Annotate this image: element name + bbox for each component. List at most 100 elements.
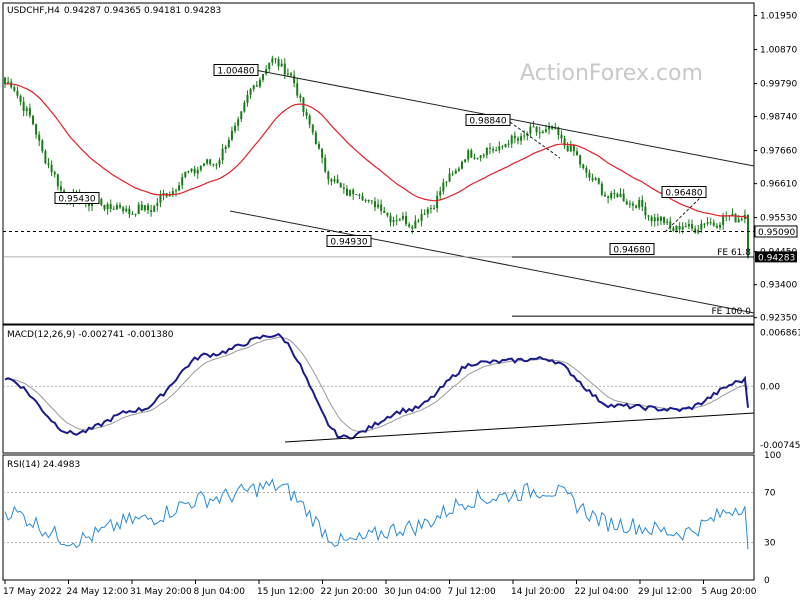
candle-body — [625, 201, 628, 205]
candle-body — [457, 168, 460, 171]
candle-body — [16, 90, 19, 96]
candle-body — [246, 94, 249, 103]
candle-body — [579, 155, 582, 165]
candle-body — [327, 171, 330, 180]
candle-body — [386, 213, 389, 216]
candle-body — [317, 144, 320, 149]
candle-body — [143, 205, 146, 211]
candle-body — [218, 160, 221, 165]
candle-body — [196, 169, 199, 174]
candle-body — [694, 228, 697, 233]
candle-body — [41, 140, 44, 152]
candle-body — [345, 188, 348, 196]
candle-body — [137, 204, 140, 215]
candle-body — [277, 59, 280, 67]
candle-body — [644, 206, 647, 216]
candle-body — [38, 134, 41, 141]
candle-body — [619, 193, 622, 198]
candle-body — [510, 135, 513, 144]
price-label: 0.98840 — [469, 117, 506, 127]
candle-body — [622, 193, 625, 202]
candle-body — [641, 199, 644, 207]
candle-body — [227, 139, 230, 147]
time-tick-label: 17 May 2022 — [3, 587, 62, 597]
candle-body — [240, 111, 243, 120]
candle-body — [258, 79, 261, 87]
price-tick-label: 0.98740 — [760, 113, 797, 123]
chart-title: USDCHF,H4 0.94287 0.94365 0.94181 0.94283 — [7, 6, 221, 16]
candle-body — [364, 199, 367, 201]
rsi-title: RSI(14) 24.4983 — [7, 460, 80, 470]
watermark: ActionForex.com — [520, 61, 703, 86]
macd-tick-label: -0.007454 — [760, 441, 800, 451]
candle-body — [706, 222, 709, 224]
candle-body — [498, 146, 501, 151]
candle-body — [237, 119, 240, 126]
macd-title: MACD(12,26,9) -0.002741 -0.001380 — [7, 330, 174, 340]
candle-body — [103, 204, 106, 210]
candle-body — [569, 144, 572, 152]
candles — [4, 55, 749, 259]
projection-dashed-line-2 — [664, 197, 701, 233]
macd-panel-frame — [2, 324, 755, 454]
candle-body — [557, 127, 560, 135]
candle-body — [187, 171, 190, 173]
candle-body — [495, 150, 498, 152]
candle-body — [202, 163, 205, 166]
candle-body — [687, 224, 690, 227]
candle-body — [703, 223, 706, 225]
candle-body — [635, 205, 638, 208]
candle-body — [271, 58, 274, 63]
candle-body — [631, 203, 634, 206]
candle-body — [184, 171, 187, 178]
candle-body — [252, 85, 255, 90]
candle-body — [190, 168, 193, 172]
candle-body — [656, 217, 659, 221]
macd-line — [4, 332, 749, 440]
price-label: 0.94930 — [330, 238, 367, 248]
candle-body — [650, 216, 653, 222]
candle-body — [56, 174, 59, 187]
candle-body — [392, 220, 395, 223]
candle-body — [582, 164, 585, 168]
candle-body — [523, 135, 526, 137]
candle-body — [414, 220, 417, 229]
candle-body — [115, 205, 118, 210]
candle-body — [470, 150, 473, 158]
candle-body — [140, 204, 143, 211]
candle-body — [330, 179, 333, 182]
price-label-box — [609, 243, 655, 255]
candle-body — [243, 102, 246, 112]
candle-body — [28, 108, 31, 116]
candle-body — [47, 163, 50, 165]
candle-body — [585, 167, 588, 173]
candle-body — [576, 151, 579, 156]
candle-body — [35, 124, 38, 135]
candle-body — [262, 73, 265, 80]
macd-tick-label: 0.00 — [760, 382, 780, 392]
price-panel-frame — [2, 2, 755, 325]
candle-body — [333, 179, 336, 182]
candle-body — [659, 216, 662, 221]
candle-body — [274, 58, 277, 60]
candle-body — [560, 134, 563, 139]
candle-body — [411, 226, 414, 229]
candle-body — [224, 146, 227, 149]
candle-body — [352, 189, 355, 195]
candle-body — [678, 225, 681, 230]
time-tick-label: 22 Jun 20:00 — [321, 587, 378, 597]
current-price-tag-box — [755, 251, 797, 263]
macd-layer — [3, 332, 755, 443]
candle-body — [324, 157, 327, 172]
level-tag-box — [754, 225, 798, 238]
candle-body — [663, 216, 666, 224]
price-tick-label: 0.95530 — [760, 214, 797, 224]
candle-body — [268, 62, 271, 70]
time-tick-label: 24 May 12:00 — [67, 587, 129, 597]
candle-body — [53, 172, 56, 175]
candle-body — [401, 215, 404, 220]
candle-body — [286, 73, 289, 75]
candle-body — [479, 155, 482, 159]
candle-body — [134, 213, 137, 215]
candle-body — [675, 225, 678, 231]
